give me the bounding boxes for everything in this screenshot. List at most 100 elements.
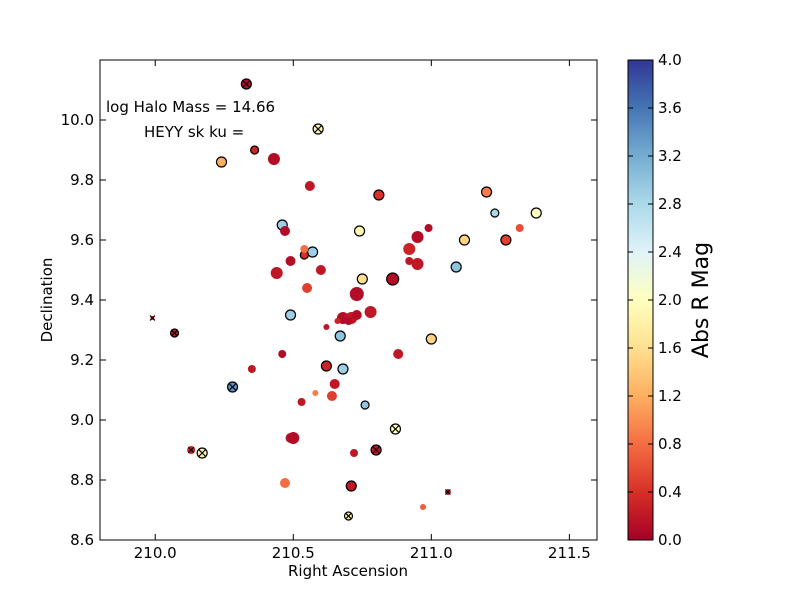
data-point-marker <box>530 207 542 219</box>
data-point <box>364 306 377 318</box>
data-point <box>284 309 297 321</box>
data-point <box>329 379 340 389</box>
data-point-marker <box>315 265 326 275</box>
cross-mark <box>345 512 352 520</box>
data-point-marker <box>515 224 524 232</box>
data-point <box>297 398 306 406</box>
plot-area: 210.0 210.5 211.0 211.5 8.6 8.8 9.0 9.2 9.4 9.6 9.… <box>61 59 598 562</box>
data-point-marker <box>334 318 341 324</box>
cross-mark <box>228 383 237 391</box>
data-point-marker <box>334 330 346 342</box>
cross-mark <box>198 449 207 457</box>
x-tick-label: 211.5 <box>548 544 591 562</box>
data-point-marker <box>337 363 349 375</box>
data-point <box>279 226 290 236</box>
data-point-marker <box>345 480 357 492</box>
cross-mark <box>187 446 195 454</box>
data-point <box>334 330 346 342</box>
data-point-marker <box>353 225 366 237</box>
data-point <box>169 328 180 338</box>
data-point <box>307 246 319 258</box>
data-point <box>344 317 353 325</box>
data-point <box>424 224 433 232</box>
x-tick-label: 211.0 <box>410 544 453 562</box>
data-point-marker <box>360 400 370 410</box>
data-point <box>250 145 260 155</box>
data-point <box>302 283 313 293</box>
data-point <box>458 234 471 246</box>
data-point <box>187 446 196 454</box>
y-tick-label: 10.0 <box>61 111 94 129</box>
y-axis-label: Declination <box>38 258 56 343</box>
data-point-marker <box>279 478 290 488</box>
data-point-marker <box>304 181 315 191</box>
data-point-marker <box>329 379 340 389</box>
colorbar-label: Abs R Mag <box>689 242 714 358</box>
data-point <box>337 363 349 375</box>
data-point <box>240 78 252 90</box>
data-point <box>411 231 424 243</box>
data-point-marker <box>386 272 400 286</box>
data-point-marker <box>411 258 424 270</box>
colorbar-tick-label: 0.0 <box>658 531 682 549</box>
data-point <box>343 511 354 521</box>
data-point <box>370 444 382 456</box>
data-point <box>450 261 462 273</box>
data-point <box>287 432 300 444</box>
data-point <box>196 447 208 459</box>
data-point-marker <box>349 287 364 301</box>
cross-mark <box>444 489 451 495</box>
data-point-marker <box>420 504 427 510</box>
data-point <box>373 189 385 201</box>
data-point-marker <box>490 208 500 218</box>
data-point-marker <box>300 245 309 253</box>
y-tick-label: 8.8 <box>70 471 94 489</box>
colorbar-tick-label: 4.0 <box>658 51 682 69</box>
data-point <box>279 478 290 488</box>
data-point <box>490 208 500 218</box>
data-point <box>530 207 542 219</box>
data-point-marker <box>320 360 333 372</box>
data-point <box>386 272 400 286</box>
data-point-marker <box>356 273 368 285</box>
data-point-marker <box>405 257 414 265</box>
data-point <box>500 234 512 246</box>
data-point <box>356 273 368 285</box>
data-point <box>312 390 319 396</box>
data-point <box>304 181 315 191</box>
data-point-marker <box>458 234 471 246</box>
colorbar-tick-label: 1.2 <box>658 387 682 405</box>
colorbar: 0.0 0.4 0.8 1.2 1.6 2.0 2.4 2.8 3.2 3.6 4.0 <box>627 51 682 549</box>
data-point <box>480 186 493 198</box>
data-point-marker <box>480 186 493 198</box>
data-point-marker <box>284 309 297 321</box>
x-tick-label: 210.5 <box>272 544 315 562</box>
data-point <box>226 381 239 393</box>
cross-mark <box>391 425 400 433</box>
data-point <box>300 245 309 253</box>
cross-mark <box>242 80 251 88</box>
data-point-marker <box>297 398 306 406</box>
data-point <box>351 310 362 320</box>
data-point <box>267 153 280 165</box>
data-point-marker <box>287 432 300 444</box>
data-point <box>278 350 287 358</box>
colorbar-tick-label: 3.2 <box>658 147 682 165</box>
data-point <box>393 349 404 359</box>
data-point-marker <box>450 261 462 273</box>
data-point <box>320 360 333 372</box>
data-point-marker <box>344 317 353 325</box>
colorbar-tick-label: 2.0 <box>658 291 682 309</box>
data-point-marker <box>307 246 319 258</box>
x-tick-label: 210.0 <box>134 544 177 562</box>
data-point <box>312 123 324 135</box>
data-point <box>315 265 326 275</box>
colorbar-tick-label: 1.6 <box>658 339 682 357</box>
data-point-marker <box>267 153 280 165</box>
data-point <box>149 315 156 321</box>
data-point-marker <box>323 324 330 330</box>
cross-mark <box>149 315 156 321</box>
data-point <box>350 449 359 457</box>
data-point-marker <box>351 310 362 320</box>
